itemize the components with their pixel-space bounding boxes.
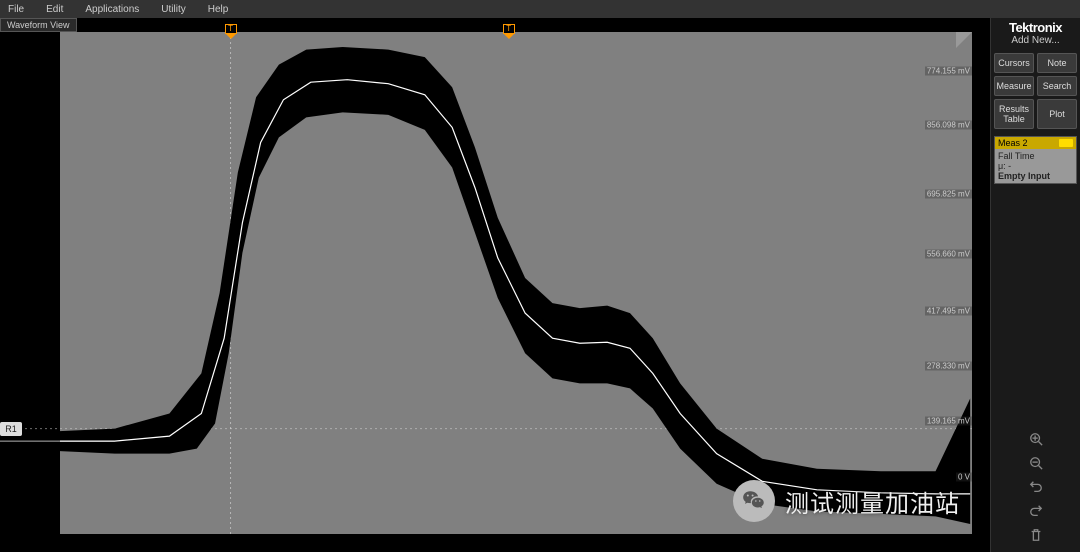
zoom-in-icon[interactable]	[1027, 430, 1045, 448]
watermark-text: 测试测量加油站	[785, 484, 960, 519]
y-axis-tick: 856.098 mV	[925, 121, 972, 130]
menubar: File Edit Applications Utility Help	[0, 0, 1080, 18]
waveform-svg	[0, 32, 990, 552]
y-axis-tick: 278.330 mV	[925, 362, 972, 371]
brand-logo: Tektronix	[991, 18, 1080, 35]
y-axis-tick: 695.825 mV	[925, 190, 972, 199]
add-new-button[interactable]: Add New...	[991, 35, 1080, 50]
search-button[interactable]: Search	[1037, 76, 1077, 96]
menu-utility[interactable]: Utility	[157, 4, 189, 15]
measurement-panel[interactable]: Meas 2 Fall Time μ: - Empty Input	[994, 136, 1077, 184]
meas-line-2: μ: -	[998, 161, 1073, 171]
right-panel: Tektronix Add New... CursorsNoteMeasureS…	[990, 18, 1080, 552]
trash-icon[interactable]	[1027, 526, 1045, 544]
cursors-button[interactable]: Cursors	[994, 53, 1034, 73]
ref-channel-badge[interactable]: R1	[0, 422, 22, 436]
measure-button[interactable]: Measure	[994, 76, 1034, 96]
plot-button[interactable]: Plot	[1037, 99, 1077, 129]
menu-edit[interactable]: Edit	[42, 4, 67, 15]
undo-icon[interactable]	[1027, 478, 1045, 496]
meas-line-1: Fall Time	[998, 151, 1073, 161]
menu-file[interactable]: File	[4, 4, 28, 15]
y-axis-tick: 556.660 mV	[925, 250, 972, 259]
y-axis-tick: 139.165 mV	[925, 417, 972, 426]
results-table-button[interactable]: Results Table	[994, 99, 1034, 129]
note-button[interactable]: Note	[1037, 53, 1077, 73]
redo-icon[interactable]	[1027, 502, 1045, 520]
menu-applications[interactable]: Applications	[81, 4, 143, 15]
plot-area[interactable]: 774.155 mV 856.098 mV 695.825 mV 556.660 mV…	[0, 32, 990, 552]
zoom-out-icon[interactable]	[1027, 454, 1045, 472]
waveform-view-tab[interactable]: Waveform View	[0, 18, 77, 32]
trigger-marker-2[interactable]: T	[502, 24, 516, 36]
y-axis-tick: 417.495 mV	[925, 306, 972, 315]
meas-line-3: Empty Input	[998, 171, 1073, 181]
watermark: 测试测量加油站	[733, 480, 960, 522]
menu-help[interactable]: Help	[204, 4, 233, 15]
meas-title: Meas 2	[998, 138, 1028, 148]
wechat-icon	[733, 480, 775, 522]
trigger-marker-1[interactable]: T	[224, 24, 238, 36]
y-axis-tick: 774.155 mV	[925, 67, 972, 76]
meas-badge	[1059, 139, 1073, 147]
